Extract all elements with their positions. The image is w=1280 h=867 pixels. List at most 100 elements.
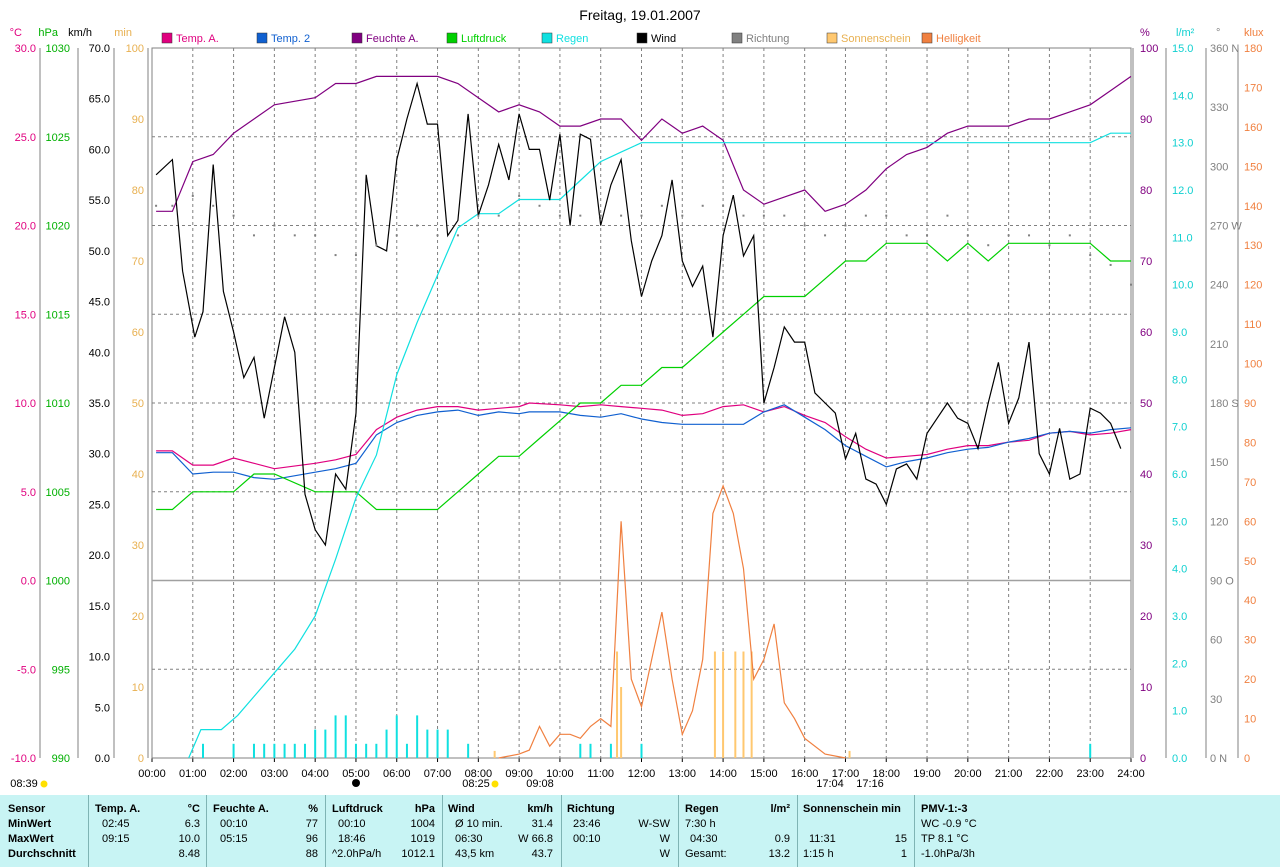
feuchte-max-value: 96 bbox=[305, 833, 318, 845]
richtung-header: Richtung bbox=[567, 803, 615, 815]
axis-tick-label-lm2: 0.0 bbox=[1172, 753, 1187, 765]
direction-point bbox=[1048, 244, 1051, 247]
x-tick-label: 17:00 bbox=[832, 768, 860, 780]
regen-unit: l/m² bbox=[770, 803, 790, 815]
x-tick-label: 03:00 bbox=[261, 768, 289, 780]
axis-tick-label-kmh: 30.0 bbox=[89, 449, 110, 461]
pmv-pressure-trend: -1.0hPa/3h bbox=[921, 848, 975, 860]
direction-point bbox=[905, 234, 908, 237]
legend-label-luftdruck: Luftdruck bbox=[461, 33, 507, 45]
axis-tick-label-pct: 50 bbox=[1140, 398, 1152, 410]
direction-point bbox=[946, 214, 949, 217]
axis-unit-temp: °C bbox=[10, 27, 22, 39]
temp-avg-value: 8.48 bbox=[178, 848, 200, 860]
temp-min-time: 02:45 bbox=[102, 818, 130, 830]
x-tick-label: 10:00 bbox=[546, 768, 574, 780]
axis-tick-label-klux: 100 bbox=[1244, 359, 1262, 371]
direction-point bbox=[518, 194, 521, 197]
x-tick-label: 22:00 bbox=[1036, 768, 1064, 780]
legend: Temp. A. Temp. 2 Feuchte A. Luftdruck Regen W… bbox=[161, 32, 981, 45]
axis-tick-label-klux: 0 bbox=[1244, 753, 1250, 765]
axis-tick-label-lm2: 2.0 bbox=[1172, 658, 1187, 670]
axis-tick-label-kmh: 20.0 bbox=[89, 550, 110, 562]
axis-tick-label-hpa: 1010 bbox=[46, 398, 70, 410]
legend-label-regen: Regen bbox=[556, 33, 588, 45]
direction-point bbox=[762, 214, 765, 217]
sensor-header: Sensor bbox=[8, 803, 46, 815]
axis-tick-label-klux: 80 bbox=[1244, 437, 1256, 449]
wind-max-time: 06:30 bbox=[455, 833, 483, 845]
sun-icon bbox=[491, 780, 499, 788]
direction-point bbox=[783, 214, 786, 217]
axis-tick-label-min: 60 bbox=[132, 327, 144, 339]
temp-max-value: 10.0 bbox=[178, 833, 200, 845]
axis-tick-label-deg: 210 bbox=[1210, 339, 1228, 351]
direction-point bbox=[334, 254, 337, 257]
legend-swatch-wind bbox=[636, 32, 648, 44]
feuchte-header: Feuchte A. bbox=[213, 803, 269, 815]
regen-max-time: 04:30 bbox=[690, 833, 718, 845]
series-line-helligkeit bbox=[498, 484, 846, 759]
axis-unit-min: min bbox=[114, 27, 132, 39]
feuchte-min-value: 77 bbox=[305, 818, 318, 830]
legend-label-helligkeit: Helligkeit bbox=[936, 33, 981, 45]
axis-tick-label-klux: 20 bbox=[1244, 674, 1256, 686]
direction-point bbox=[252, 234, 255, 237]
sun-time-label: 08:25 bbox=[462, 778, 490, 790]
axis-tick-label-klux: 10 bbox=[1244, 714, 1256, 726]
direction-point bbox=[395, 234, 398, 237]
axis-tick-label-deg: 330 bbox=[1210, 102, 1228, 114]
richtung-min-value: W-SW bbox=[638, 818, 670, 830]
feuchte-avg-value: 88 bbox=[305, 848, 318, 860]
feuchte-max-time: 05:15 bbox=[220, 833, 248, 845]
axis-tick-label-hpa: 1000 bbox=[46, 576, 70, 588]
temp-max-time: 09:15 bbox=[102, 833, 130, 845]
direction-point bbox=[681, 214, 684, 217]
axis-unit-pct: % bbox=[1140, 27, 1150, 39]
axis-tick-label-min: 50 bbox=[132, 398, 144, 410]
axis-tick-label-kmh: 40.0 bbox=[89, 347, 110, 359]
luftdruck-trend: ^2.0hPa/h bbox=[332, 848, 382, 860]
richtung-max-time: 00:10 bbox=[573, 833, 601, 845]
direction-point bbox=[497, 214, 500, 217]
axis-tick-label-klux: 130 bbox=[1244, 240, 1262, 252]
axis-tick-label-deg: 180 S bbox=[1210, 398, 1239, 410]
axis-tick-label-min: 0 bbox=[138, 753, 144, 765]
legend-swatch-temp_a bbox=[161, 32, 173, 44]
direction-point bbox=[456, 234, 459, 237]
direction-point bbox=[640, 214, 643, 217]
direction-point bbox=[538, 204, 541, 207]
legend-swatch-feuchte_a bbox=[351, 32, 363, 44]
luftdruck-avg-value: 1012.1 bbox=[401, 848, 435, 860]
x-tick-label: 08:00 bbox=[465, 768, 493, 780]
temp-unit: °C bbox=[187, 803, 200, 815]
axis-tick-label-kmh: 65.0 bbox=[89, 94, 110, 106]
direction-point bbox=[1109, 263, 1112, 266]
axis-tick-label-kmh: 0.0 bbox=[95, 753, 110, 765]
axis-tick-label-pct: 10 bbox=[1140, 682, 1152, 694]
axis-tick-label-kmh: 5.0 bbox=[95, 702, 110, 714]
summary-table: Sensor MinWert MaxWert Durchschnitt Temp… bbox=[0, 795, 1280, 867]
x-tick-label: 02:00 bbox=[220, 768, 248, 780]
axis-tick-label-lm2: 10.0 bbox=[1172, 280, 1193, 292]
legend-label-sonnenschein: Sonnenschein bbox=[841, 33, 911, 45]
axis-tick-label-temp: 10.0 bbox=[15, 398, 36, 410]
axis-tick-label-lm2: 3.0 bbox=[1172, 611, 1187, 623]
axis-tick-label-kmh: 60.0 bbox=[89, 144, 110, 156]
sonne-max-time: 11:31 bbox=[809, 833, 836, 845]
legend-label-richtung: Richtung bbox=[746, 33, 789, 45]
direction-point bbox=[416, 224, 419, 227]
axis-tick-label-klux: 170 bbox=[1244, 82, 1262, 94]
moon-icon bbox=[352, 779, 360, 787]
axis-tick-label-hpa: 1020 bbox=[46, 221, 70, 233]
pmv-header: PMV-1:-3 bbox=[921, 803, 968, 815]
axis-tick-label-klux: 150 bbox=[1244, 161, 1262, 173]
axis-unit-deg: ° bbox=[1216, 27, 1220, 39]
axis-tick-label-temp: 25.0 bbox=[15, 132, 36, 144]
direction-point bbox=[171, 204, 174, 207]
regen-total-value: 13.2 bbox=[768, 848, 790, 860]
direction-point bbox=[1130, 283, 1132, 286]
legend-swatch-luftdruck bbox=[446, 32, 458, 44]
series-line-temp-2 bbox=[156, 404, 1132, 480]
axis-tick-label-kmh: 70.0 bbox=[89, 43, 110, 55]
